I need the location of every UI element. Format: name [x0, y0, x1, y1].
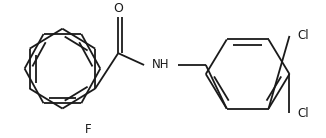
Text: NH: NH — [152, 59, 170, 71]
Text: Cl: Cl — [297, 107, 309, 120]
Text: Cl: Cl — [297, 29, 309, 43]
Text: F: F — [85, 123, 92, 136]
Text: O: O — [113, 2, 123, 15]
